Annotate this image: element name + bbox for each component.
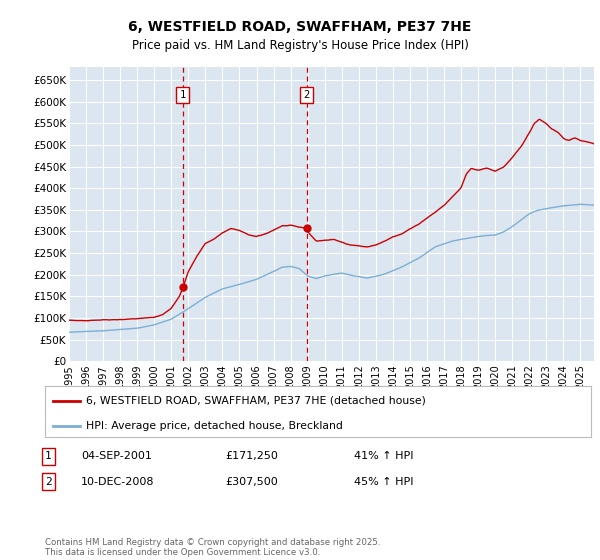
Text: 04-SEP-2001: 04-SEP-2001 (81, 451, 152, 461)
Text: HPI: Average price, detached house, Breckland: HPI: Average price, detached house, Brec… (86, 421, 343, 431)
Text: Price paid vs. HM Land Registry's House Price Index (HPI): Price paid vs. HM Land Registry's House … (131, 39, 469, 52)
Text: £307,500: £307,500 (225, 477, 278, 487)
Text: 1: 1 (45, 451, 52, 461)
Text: 10-DEC-2008: 10-DEC-2008 (81, 477, 155, 487)
Text: 2: 2 (304, 90, 310, 100)
Text: Contains HM Land Registry data © Crown copyright and database right 2025.
This d: Contains HM Land Registry data © Crown c… (45, 538, 380, 557)
Text: 2: 2 (45, 477, 52, 487)
Text: 6, WESTFIELD ROAD, SWAFFHAM, PE37 7HE (detached house): 6, WESTFIELD ROAD, SWAFFHAM, PE37 7HE (d… (86, 395, 426, 405)
Text: 1: 1 (179, 90, 186, 100)
Text: 6, WESTFIELD ROAD, SWAFFHAM, PE37 7HE: 6, WESTFIELD ROAD, SWAFFHAM, PE37 7HE (128, 20, 472, 34)
Text: 41% ↑ HPI: 41% ↑ HPI (354, 451, 413, 461)
Text: 45% ↑ HPI: 45% ↑ HPI (354, 477, 413, 487)
Text: £171,250: £171,250 (225, 451, 278, 461)
